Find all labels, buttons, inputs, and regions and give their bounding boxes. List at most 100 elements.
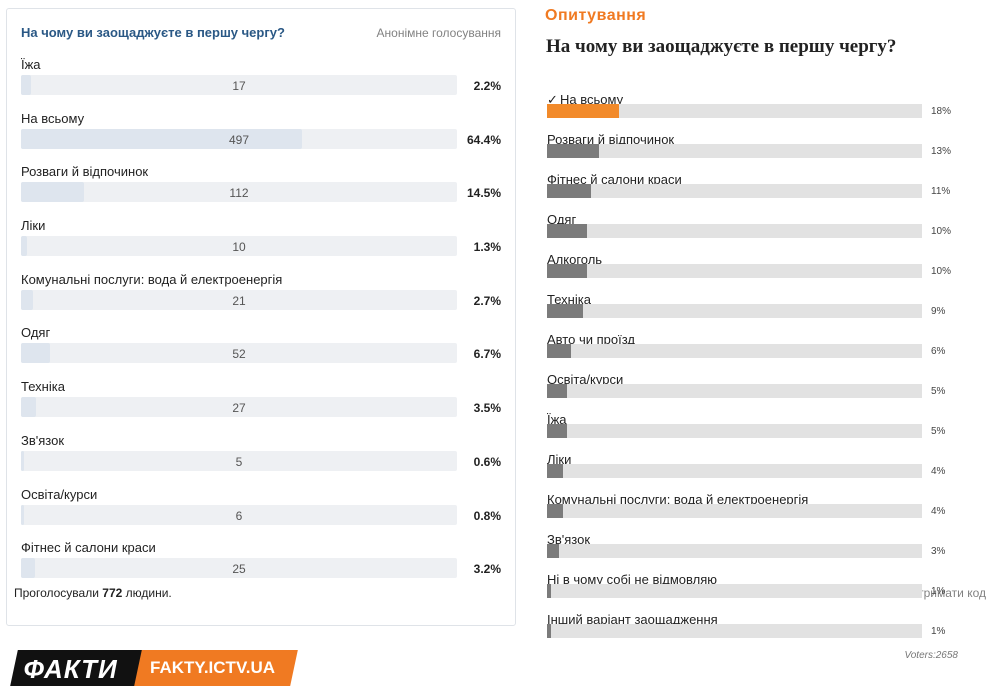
poll-question: На чому ви заощаджуєте в першу чергу? [21, 25, 285, 40]
option-bar [547, 224, 922, 238]
option-label-row: Розваги й відпочинок [547, 132, 674, 147]
option-bar-fill [21, 182, 84, 203]
voted-count: 772 [102, 586, 123, 600]
option-percent: 1% [931, 626, 946, 637]
option-bar-fill [547, 304, 583, 318]
option-label-row: Одяг [547, 212, 576, 227]
option-bar-fill [21, 75, 31, 95]
option-percent: 1.3% [473, 240, 501, 255]
option-bar-fill [21, 504, 24, 525]
option-percent: 18% [931, 106, 952, 117]
option-label-row: Фітнес й салони краси [547, 172, 682, 187]
option-label-row: Алкоголь [547, 252, 602, 267]
option-bar-fill [547, 184, 591, 198]
poll-options-list: Їжа 17 2.2% На всьому 497 64.4% Розваги й відп… [21, 49, 501, 586]
poll-option[interactable]: Техніка 27 3.5% [21, 371, 501, 425]
poll-option[interactable]: Ліки 4% [547, 452, 967, 492]
poll-option[interactable]: Їжа 5% [547, 412, 967, 452]
option-percent: 3% [931, 546, 946, 557]
logo-text: ФАКТИ [23, 654, 118, 684]
option-label: На всьому [560, 92, 624, 107]
option-label: Фітнес й салони краси [547, 172, 682, 187]
poll-option[interactable]: Освіта/курси 5% [547, 372, 967, 412]
option-bar: 112 [21, 182, 457, 203]
option-bar: 5 [21, 450, 457, 471]
option-label-row: Освіта/курси [547, 372, 623, 387]
option-bar [547, 344, 922, 358]
option-label: Їжа [21, 57, 41, 72]
option-percent: 9% [931, 306, 946, 317]
option-label: Одяг [21, 325, 51, 341]
voted-prefix: Проголосували [14, 586, 99, 600]
option-label: Зв'язок [21, 432, 65, 448]
poll-option[interactable]: Їжа 17 2.2% [21, 49, 501, 103]
poll-option[interactable]: На всьому 497 64.4% [21, 103, 501, 157]
option-bar [547, 624, 922, 638]
option-bar [547, 384, 922, 398]
option-percent: 1% [931, 586, 946, 597]
option-label-row: Ні в чому собі не відмовляю [547, 572, 717, 587]
voted-suffix: людини. [125, 586, 172, 600]
option-bar: 52 [21, 343, 457, 364]
option-label: Інший варіант заощадження [547, 612, 718, 627]
option-bar-fill [547, 464, 563, 478]
get-code-link[interactable]: Отримати код [908, 586, 986, 600]
poll-option[interactable]: Комунальні послуги: вода й електроенергі… [547, 492, 967, 532]
option-bar-fill [21, 128, 302, 149]
option-label: Алкоголь [547, 252, 603, 267]
option-label-row: Ліки [547, 452, 571, 467]
option-label: Ліки [547, 452, 572, 467]
option-label: Ні в чому собі не відмовляю [547, 572, 717, 587]
option-percent: 4% [931, 466, 946, 477]
poll-option[interactable]: Фітнес й салони краси 25 3.2% [21, 532, 501, 586]
poll-option[interactable]: Зв'язок 3% [547, 532, 967, 572]
option-bar [547, 544, 922, 558]
poll-option[interactable]: Освіта/курси 6 0.8% [21, 479, 501, 533]
option-bar: 25 [21, 558, 457, 579]
poll-option[interactable]: Зв'язок 5 0.6% [21, 425, 501, 479]
option-label-row: Комунальні послуги: вода й електроенергі… [547, 492, 808, 507]
option-percent: 5% [931, 386, 946, 397]
poll-option[interactable]: Розваги й відпочинок 13% [547, 132, 967, 172]
poll-option[interactable]: Одяг 52 6.7% [21, 317, 501, 371]
fakty-branding: ФАКТИ FAKTY.ICTV.UA [10, 650, 298, 690]
option-bar [547, 184, 922, 198]
poll-option[interactable]: Фітнес й салони краси 11% [547, 172, 967, 212]
option-bar: 21 [21, 289, 457, 310]
option-percent: 13% [931, 146, 952, 157]
option-count: 27 [232, 401, 246, 416]
poll-option[interactable]: Інший варіант заощадження 1% [547, 612, 967, 652]
option-label: На всьому [21, 110, 85, 126]
option-bar-fill [21, 558, 35, 579]
voters-count: Voters:2658 [904, 650, 958, 661]
option-label: Одяг [547, 212, 577, 227]
poll-option[interactable]: Алкоголь 10% [547, 252, 967, 292]
poll-option[interactable]: Авто чи проїзд 6% [547, 332, 967, 372]
option-bar-fill [21, 289, 33, 310]
poll-footer: Проголосували 772 людини. Отримати код [14, 586, 986, 606]
option-count: 10 [232, 240, 246, 255]
poll-option[interactable]: Одяг 10% [547, 212, 967, 252]
option-count: 21 [232, 293, 246, 308]
poll-option[interactable]: Комунальні послуги: вода й електроенергі… [21, 264, 501, 318]
poll-option[interactable]: Ні в чому собі не відмовляю 1% [547, 572, 967, 612]
option-bar [547, 504, 922, 518]
option-bar-fill [547, 504, 563, 518]
poll-option[interactable]: Техніка 9% [547, 292, 967, 332]
fakty-logo: ФАКТИ [10, 650, 148, 686]
option-count: 25 [232, 562, 246, 577]
checkmark-icon: ✓ [547, 92, 558, 107]
option-percent: 5% [931, 426, 946, 437]
poll-option[interactable]: ✓ На всьому 18% [547, 92, 967, 132]
poll-section-header: Опитування [545, 7, 647, 24]
site-poll-widget: Опитування На чому ви заощаджуєте в перш… [540, 0, 980, 670]
option-percent: 10% [931, 266, 952, 277]
option-label: Їжа [547, 412, 567, 427]
option-count: 17 [232, 79, 246, 93]
poll-option[interactable]: Розваги й відпочинок 112 14.5% [21, 156, 501, 210]
poll-option[interactable]: Ліки 10 1.3% [21, 210, 501, 264]
option-bar-fill [21, 343, 50, 364]
option-percent: 64.4% [466, 132, 501, 147]
option-label: Техніка [21, 379, 65, 395]
option-bar-fill [547, 384, 567, 398]
